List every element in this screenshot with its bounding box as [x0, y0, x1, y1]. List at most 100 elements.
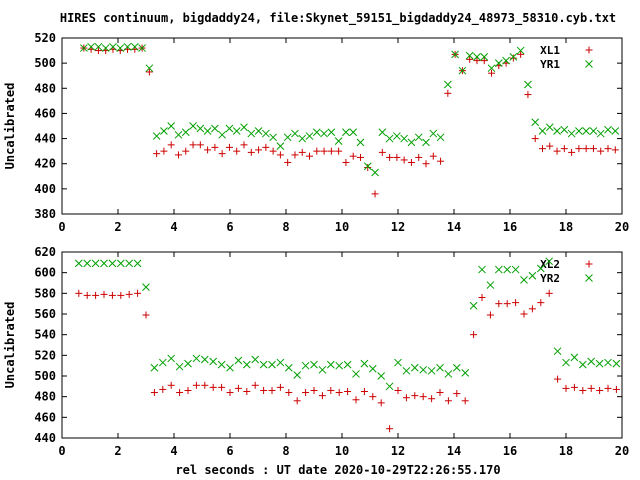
XL1-point: [531, 135, 539, 143]
XL1-point: [320, 147, 328, 155]
YR2-point: [217, 360, 226, 369]
YR1-point: [502, 56, 510, 65]
XL1-point: [306, 152, 314, 160]
XL1-point: [174, 151, 182, 159]
YR2-point: [604, 358, 612, 367]
XL2-point: [461, 397, 469, 405]
XL1-point: [589, 145, 597, 153]
x-tick-label: 18: [559, 444, 573, 458]
YR2-point: [200, 355, 209, 364]
y-tick-label: 460: [34, 410, 56, 424]
XL2-point: [352, 396, 360, 404]
YR1-point: [334, 137, 343, 145]
YR2-point: [528, 271, 537, 280]
YR1-point: [225, 124, 234, 133]
y-tick-label: 500: [34, 56, 56, 70]
XL1-point: [473, 57, 481, 65]
YR1-point: [356, 138, 365, 147]
x-tick-label: 10: [335, 444, 349, 458]
YR2-point: [595, 359, 604, 368]
XL1-point: [262, 143, 270, 151]
YR1-point: [560, 125, 569, 134]
legend-marker: [585, 274, 593, 282]
y-tick-label: 440: [34, 132, 56, 146]
XL1-point: [524, 91, 532, 99]
YR1-point: [123, 42, 132, 51]
YR2-point: [100, 259, 108, 268]
y-tick-label: 480: [34, 390, 56, 404]
YR2-point: [142, 283, 150, 291]
XL2-point: [604, 384, 612, 392]
YR1-point: [211, 124, 219, 133]
XL2-point: [276, 383, 284, 391]
YR1-point: [130, 42, 139, 51]
YR1-point: [152, 132, 161, 140]
x-tick-label: 16: [503, 444, 517, 458]
XL1-point: [182, 147, 190, 155]
XL2-point: [453, 390, 461, 398]
XL1-point: [356, 153, 364, 161]
x-tick-label: 2: [114, 220, 121, 234]
YR1-point: [291, 129, 299, 138]
YR2-point: [259, 360, 268, 369]
YR1-point: [443, 80, 452, 89]
YR1-point: [247, 129, 256, 138]
XL2-point: [192, 381, 200, 389]
XL2-point: [528, 305, 536, 313]
XL1-point: [298, 148, 306, 156]
XL2-point: [159, 385, 167, 393]
YR2-point: [284, 363, 293, 372]
XL1-point: [437, 157, 445, 165]
series-XL1: [80, 44, 619, 198]
x-tick-label: 20: [615, 444, 629, 458]
YR1-point: [480, 53, 489, 61]
XL1-point: [247, 148, 255, 156]
YR2-point: [511, 265, 520, 274]
YR1-point: [538, 127, 547, 135]
XL1-point: [211, 143, 219, 151]
legend-label: YR2: [540, 272, 560, 285]
XL1-point: [466, 55, 474, 63]
XL2-point: [436, 389, 444, 397]
YR1-point: [596, 129, 605, 138]
YR2-point: [242, 360, 251, 369]
XL2-point: [495, 300, 503, 308]
legend-label: XL1: [540, 44, 560, 57]
XL2-point: [260, 386, 268, 394]
XL2-point: [369, 393, 377, 401]
YR1-point: [473, 53, 481, 61]
y-tick-label: 600: [34, 266, 56, 280]
x-tick-label: 2: [114, 444, 121, 458]
YR1-point: [371, 168, 379, 177]
XL2-point: [134, 289, 142, 297]
XL2-point: [503, 300, 511, 308]
legend-marker: [585, 260, 593, 268]
XL2-point: [234, 384, 242, 392]
YR2-point: [494, 265, 503, 274]
YR1-point: [604, 125, 612, 134]
YR2-point: [335, 361, 344, 370]
YR1-point: [524, 80, 532, 89]
XL2-point: [117, 291, 125, 299]
YR2-point: [158, 358, 167, 367]
x-tick-label: 4: [170, 444, 177, 458]
XL2-point: [444, 397, 452, 405]
XL1-point: [415, 153, 423, 161]
XL1-point: [407, 158, 415, 166]
XL2-point: [218, 383, 226, 391]
YR1-point: [240, 123, 248, 132]
YR2-point: [452, 363, 461, 372]
XL1-point: [575, 145, 583, 153]
legend-label: YR1: [540, 58, 560, 71]
y-tick-label: 560: [34, 307, 56, 321]
YR1-point: [342, 128, 350, 137]
YR2-point: [192, 354, 201, 363]
XL1-point: [233, 147, 241, 155]
YR2-point: [612, 359, 621, 368]
XL2-point: [554, 375, 562, 383]
y-tick-label: 500: [34, 369, 56, 383]
XL2-point: [150, 389, 158, 397]
YR1-point: [582, 127, 591, 135]
YR2-point: [461, 369, 470, 377]
YR2-point: [91, 259, 100, 268]
